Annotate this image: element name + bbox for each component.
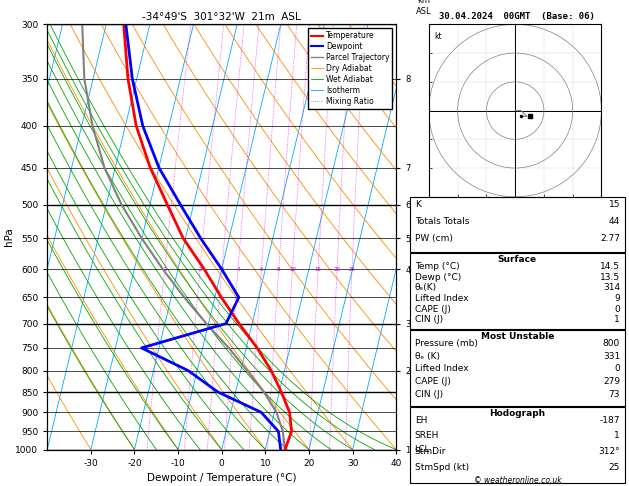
Text: 800: 800 [603, 339, 620, 348]
Text: EH: EH [415, 416, 427, 425]
Text: 1: 1 [615, 315, 620, 324]
Text: Pressure (mb): Pressure (mb) [415, 339, 477, 348]
Text: 25: 25 [348, 267, 355, 272]
Bar [410, 330, 625, 406]
Text: © weatheronline.co.uk: © weatheronline.co.uk [474, 476, 561, 485]
Text: 312°: 312° [598, 447, 620, 456]
Text: 20: 20 [333, 267, 340, 272]
Text: CAPE (J): CAPE (J) [415, 305, 450, 313]
Text: CIN (J): CIN (J) [415, 390, 443, 399]
Text: 1: 1 [163, 267, 167, 272]
Text: 4: 4 [237, 267, 240, 272]
X-axis label: Dewpoint / Temperature (°C): Dewpoint / Temperature (°C) [147, 473, 296, 483]
Text: 314: 314 [603, 283, 620, 292]
Title: -34°49'S  301°32'W  21m  ASL: -34°49'S 301°32'W 21m ASL [142, 12, 301, 22]
Text: Temp (°C): Temp (°C) [415, 262, 459, 271]
Text: Lifted Index: Lifted Index [415, 364, 468, 373]
Text: 6: 6 [260, 267, 263, 272]
Text: CIN (J): CIN (J) [415, 315, 443, 324]
Text: 1: 1 [615, 432, 620, 440]
Text: StmDir: StmDir [415, 447, 446, 456]
Text: K: K [415, 200, 421, 208]
Bar [410, 197, 625, 252]
Text: 0: 0 [615, 364, 620, 373]
Text: 10: 10 [289, 267, 296, 272]
Bar [410, 253, 625, 330]
Text: θₑ(K): θₑ(K) [415, 283, 437, 292]
Text: 15: 15 [609, 200, 620, 208]
Text: Most Unstable: Most Unstable [481, 331, 554, 341]
Text: 14.5: 14.5 [600, 262, 620, 271]
Text: 15: 15 [314, 267, 321, 272]
Text: km
ASL: km ASL [416, 0, 432, 16]
Text: LCL: LCL [414, 445, 429, 454]
Text: 30.04.2024  00GMT  (Base: 06): 30.04.2024 00GMT (Base: 06) [439, 12, 595, 21]
Y-axis label: hPa: hPa [4, 227, 14, 246]
Text: Dewp (°C): Dewp (°C) [415, 273, 461, 281]
Text: 2: 2 [198, 267, 202, 272]
Text: StmSpd (kt): StmSpd (kt) [415, 463, 469, 472]
Text: 44: 44 [609, 217, 620, 226]
Text: Hodograph: Hodograph [489, 409, 545, 417]
Text: PW (cm): PW (cm) [415, 234, 452, 243]
Text: kt: kt [435, 32, 442, 41]
Text: θₑ (K): θₑ (K) [415, 351, 440, 361]
Text: 2.77: 2.77 [600, 234, 620, 243]
Text: Lifted Index: Lifted Index [415, 294, 468, 303]
Bar [410, 407, 625, 483]
Text: 331: 331 [603, 351, 620, 361]
Text: SREH: SREH [415, 432, 439, 440]
Text: CAPE (J): CAPE (J) [415, 377, 450, 386]
Text: 25: 25 [609, 463, 620, 472]
Text: 0: 0 [615, 305, 620, 313]
Text: Surface: Surface [498, 255, 537, 264]
Text: 8: 8 [277, 267, 281, 272]
Text: 13.5: 13.5 [600, 273, 620, 281]
Text: 9: 9 [615, 294, 620, 303]
Legend: Temperature, Dewpoint, Parcel Trajectory, Dry Adiabat, Wet Adiabat, Isotherm, Mi: Temperature, Dewpoint, Parcel Trajectory… [308, 28, 392, 109]
Text: -187: -187 [599, 416, 620, 425]
Text: 279: 279 [603, 377, 620, 386]
Text: 73: 73 [609, 390, 620, 399]
Text: Totals Totals: Totals Totals [415, 217, 469, 226]
Text: 3: 3 [220, 267, 224, 272]
